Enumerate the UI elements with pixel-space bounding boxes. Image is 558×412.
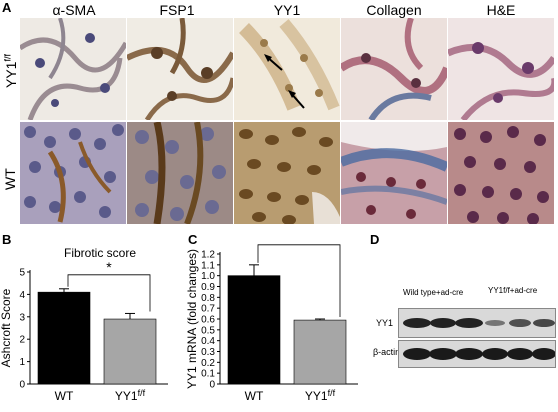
row-label-yy1ff: YY1f/f <box>2 54 19 88</box>
panel-a-letter: A <box>2 0 12 15</box>
micrograph-he-wt <box>448 122 554 224</box>
band-label-actin: β-actin <box>373 347 401 357</box>
chart-title-fibrotic-score: Fibrotic score <box>63 246 137 260</box>
group-label-wildtype: Wild type+ad-cre <box>403 288 464 297</box>
y-tick-label: 1.2 <box>201 250 215 261</box>
micrograph-he-yy1ff <box>448 18 554 120</box>
micrograph-fsp1-yy1ff <box>127 18 233 120</box>
y-tick-label: 0.4 <box>201 336 215 347</box>
y-tick-label: 0.8 <box>201 293 215 304</box>
y-tick-label: 3 <box>19 312 25 323</box>
micrograph-asma-yy1ff <box>20 18 126 120</box>
bar-yy1ff <box>293 319 347 385</box>
column-header-yy1: YY1 <box>273 2 301 18</box>
column-header-asma: α-SMA <box>52 2 96 18</box>
y-tick-label: 2 <box>19 335 25 346</box>
bar-wt <box>227 275 281 385</box>
y-tick-label: 0.2 <box>201 358 215 369</box>
chart-ashcroft-score: Ashcroft Score 0 1 2 3 4 5 WT YY1f/f * <box>0 259 168 403</box>
group-label-yy1ff: YY1f/f+ad-cre <box>488 286 538 295</box>
significance-bracket <box>67 274 151 312</box>
micrograph-collagen-yy1ff <box>341 18 447 120</box>
x-tick-label: YY1f/f <box>305 388 336 403</box>
micrograph-yy1-yy1ff <box>234 18 340 120</box>
bar-yy1ff <box>103 318 157 385</box>
band-label-yy1: YY1 <box>376 318 394 328</box>
bar-wt <box>37 291 91 385</box>
y-tick-label: 0 <box>209 380 215 391</box>
y-tick-label: 4 <box>19 290 25 301</box>
y-axis-label: YY1 mRNA (fold changes) <box>186 249 199 389</box>
western-blot-actin <box>398 340 556 368</box>
y-tick-label: 0 <box>19 380 25 391</box>
column-header-he: H&E <box>486 2 516 18</box>
micrograph-fsp1-wt <box>127 122 233 224</box>
y-tick-label: 5 <box>19 268 25 279</box>
y-tick-label: 0.1 <box>201 369 215 380</box>
y-tick-label: 0.6 <box>201 315 215 326</box>
significance-star: * <box>296 238 302 245</box>
chart-yy1-mrna: YY1 mRNA (fold changes) 00.10.20.30.40.50… <box>186 238 358 403</box>
column-header-fsp1: FSP1 <box>159 2 195 18</box>
significance-star: * <box>106 259 112 275</box>
y-tick-label: 1.0 <box>201 271 215 282</box>
y-tick-label: 1 <box>19 357 25 368</box>
micrograph-yy1-wt <box>234 122 340 224</box>
y-tick-label: 0.3 <box>201 347 215 358</box>
y-tick-label: 0.7 <box>201 304 215 315</box>
panel-c-letter: C <box>188 232 198 247</box>
panel-b-letter: B <box>2 232 12 247</box>
western-blot-yy1 <box>398 308 556 338</box>
x-tick-label: YY1f/f <box>115 388 146 403</box>
x-tick-label: WT <box>245 389 264 403</box>
column-header-collagen: Collagen <box>366 2 422 18</box>
x-tick-label: WT <box>55 389 74 403</box>
row-label-wt: WT <box>2 168 18 190</box>
y-tick-label: 1.1 <box>201 260 215 271</box>
y-tick-label: 0.5 <box>201 325 215 336</box>
y-axis-label: Ashcroft Score <box>0 288 13 367</box>
y-tick-label: 0.9 <box>201 282 215 293</box>
micrograph-collagen-wt <box>341 122 447 224</box>
micrograph-asma-wt <box>20 122 126 224</box>
panel-d-letter: D <box>370 232 380 247</box>
significance-bracket <box>257 244 341 317</box>
